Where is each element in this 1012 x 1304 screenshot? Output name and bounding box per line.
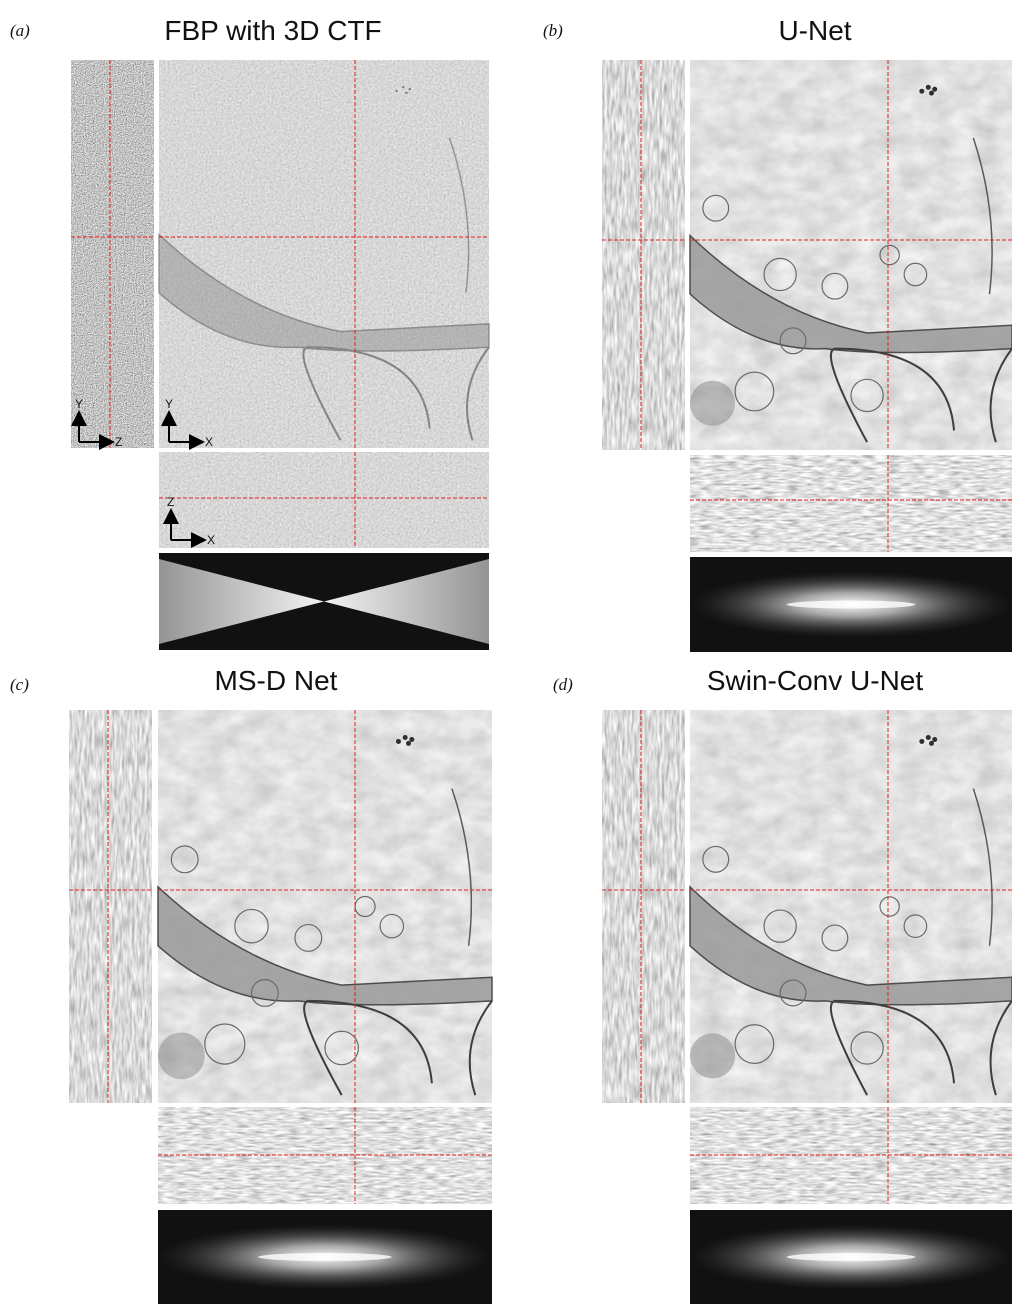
page: {"panels": [ {"label": "(a)", "title": "…: [0, 0, 1012, 1304]
axis-label: Y: [75, 397, 83, 411]
panel-label: (d): [553, 675, 573, 694]
gold-bead: [932, 737, 937, 742]
panel-label: (b): [543, 21, 563, 40]
panel: (d) Swin-Conv U-Net: [553, 665, 1012, 1304]
gold-bead: [395, 90, 397, 92]
gold-bead: [919, 739, 924, 744]
dense-blob: [690, 1033, 735, 1078]
panel: (b) U-Net: [543, 15, 1012, 652]
gold-bead: [409, 88, 411, 90]
gold-bead: [409, 737, 414, 742]
gold-bead: [926, 85, 931, 90]
panel-title: FBP with 3D CTF: [164, 15, 381, 46]
fft-core: [258, 1253, 392, 1261]
panel: (a) FBP with 3D CTF Y Z Y X Z X: [10, 15, 489, 650]
panel-label: (c): [10, 675, 29, 694]
fft-core: [787, 1253, 916, 1261]
gold-bead: [402, 86, 404, 88]
panel-title: U-Net: [778, 15, 851, 46]
yz-view: [602, 710, 685, 1103]
yz-view: [69, 710, 152, 1103]
gold-bead: [929, 91, 934, 96]
dense-blob: [158, 1032, 205, 1079]
gold-bead: [403, 735, 408, 740]
yz-view: [602, 60, 685, 450]
gold-bead: [926, 735, 931, 740]
gold-bead: [396, 739, 401, 744]
xy-view: [159, 60, 489, 448]
axis-label: Z: [115, 435, 122, 449]
axis-label: X: [207, 533, 215, 547]
axis-label: Y: [165, 397, 173, 411]
gold-bead: [929, 741, 934, 746]
panel-title: Swin-Conv U-Net: [707, 665, 923, 696]
yz-view: [71, 60, 154, 448]
fft-core: [787, 601, 916, 609]
gold-bead: [406, 741, 411, 746]
panel-label: (a): [10, 21, 30, 40]
gold-bead: [932, 87, 937, 92]
gold-bead: [405, 92, 407, 94]
panel: (c) MS-D Net: [10, 665, 492, 1304]
xz-view: [690, 455, 1012, 552]
axis-label: Z: [167, 495, 174, 509]
axis-label: X: [205, 435, 213, 449]
panel-title: MS-D Net: [215, 665, 338, 696]
dense-blob: [690, 381, 735, 426]
gold-bead: [919, 89, 924, 94]
figure: (a) FBP with 3D CTF Y Z Y X Z X (b) U-Net (c) MS-D …: [0, 0, 1012, 1304]
